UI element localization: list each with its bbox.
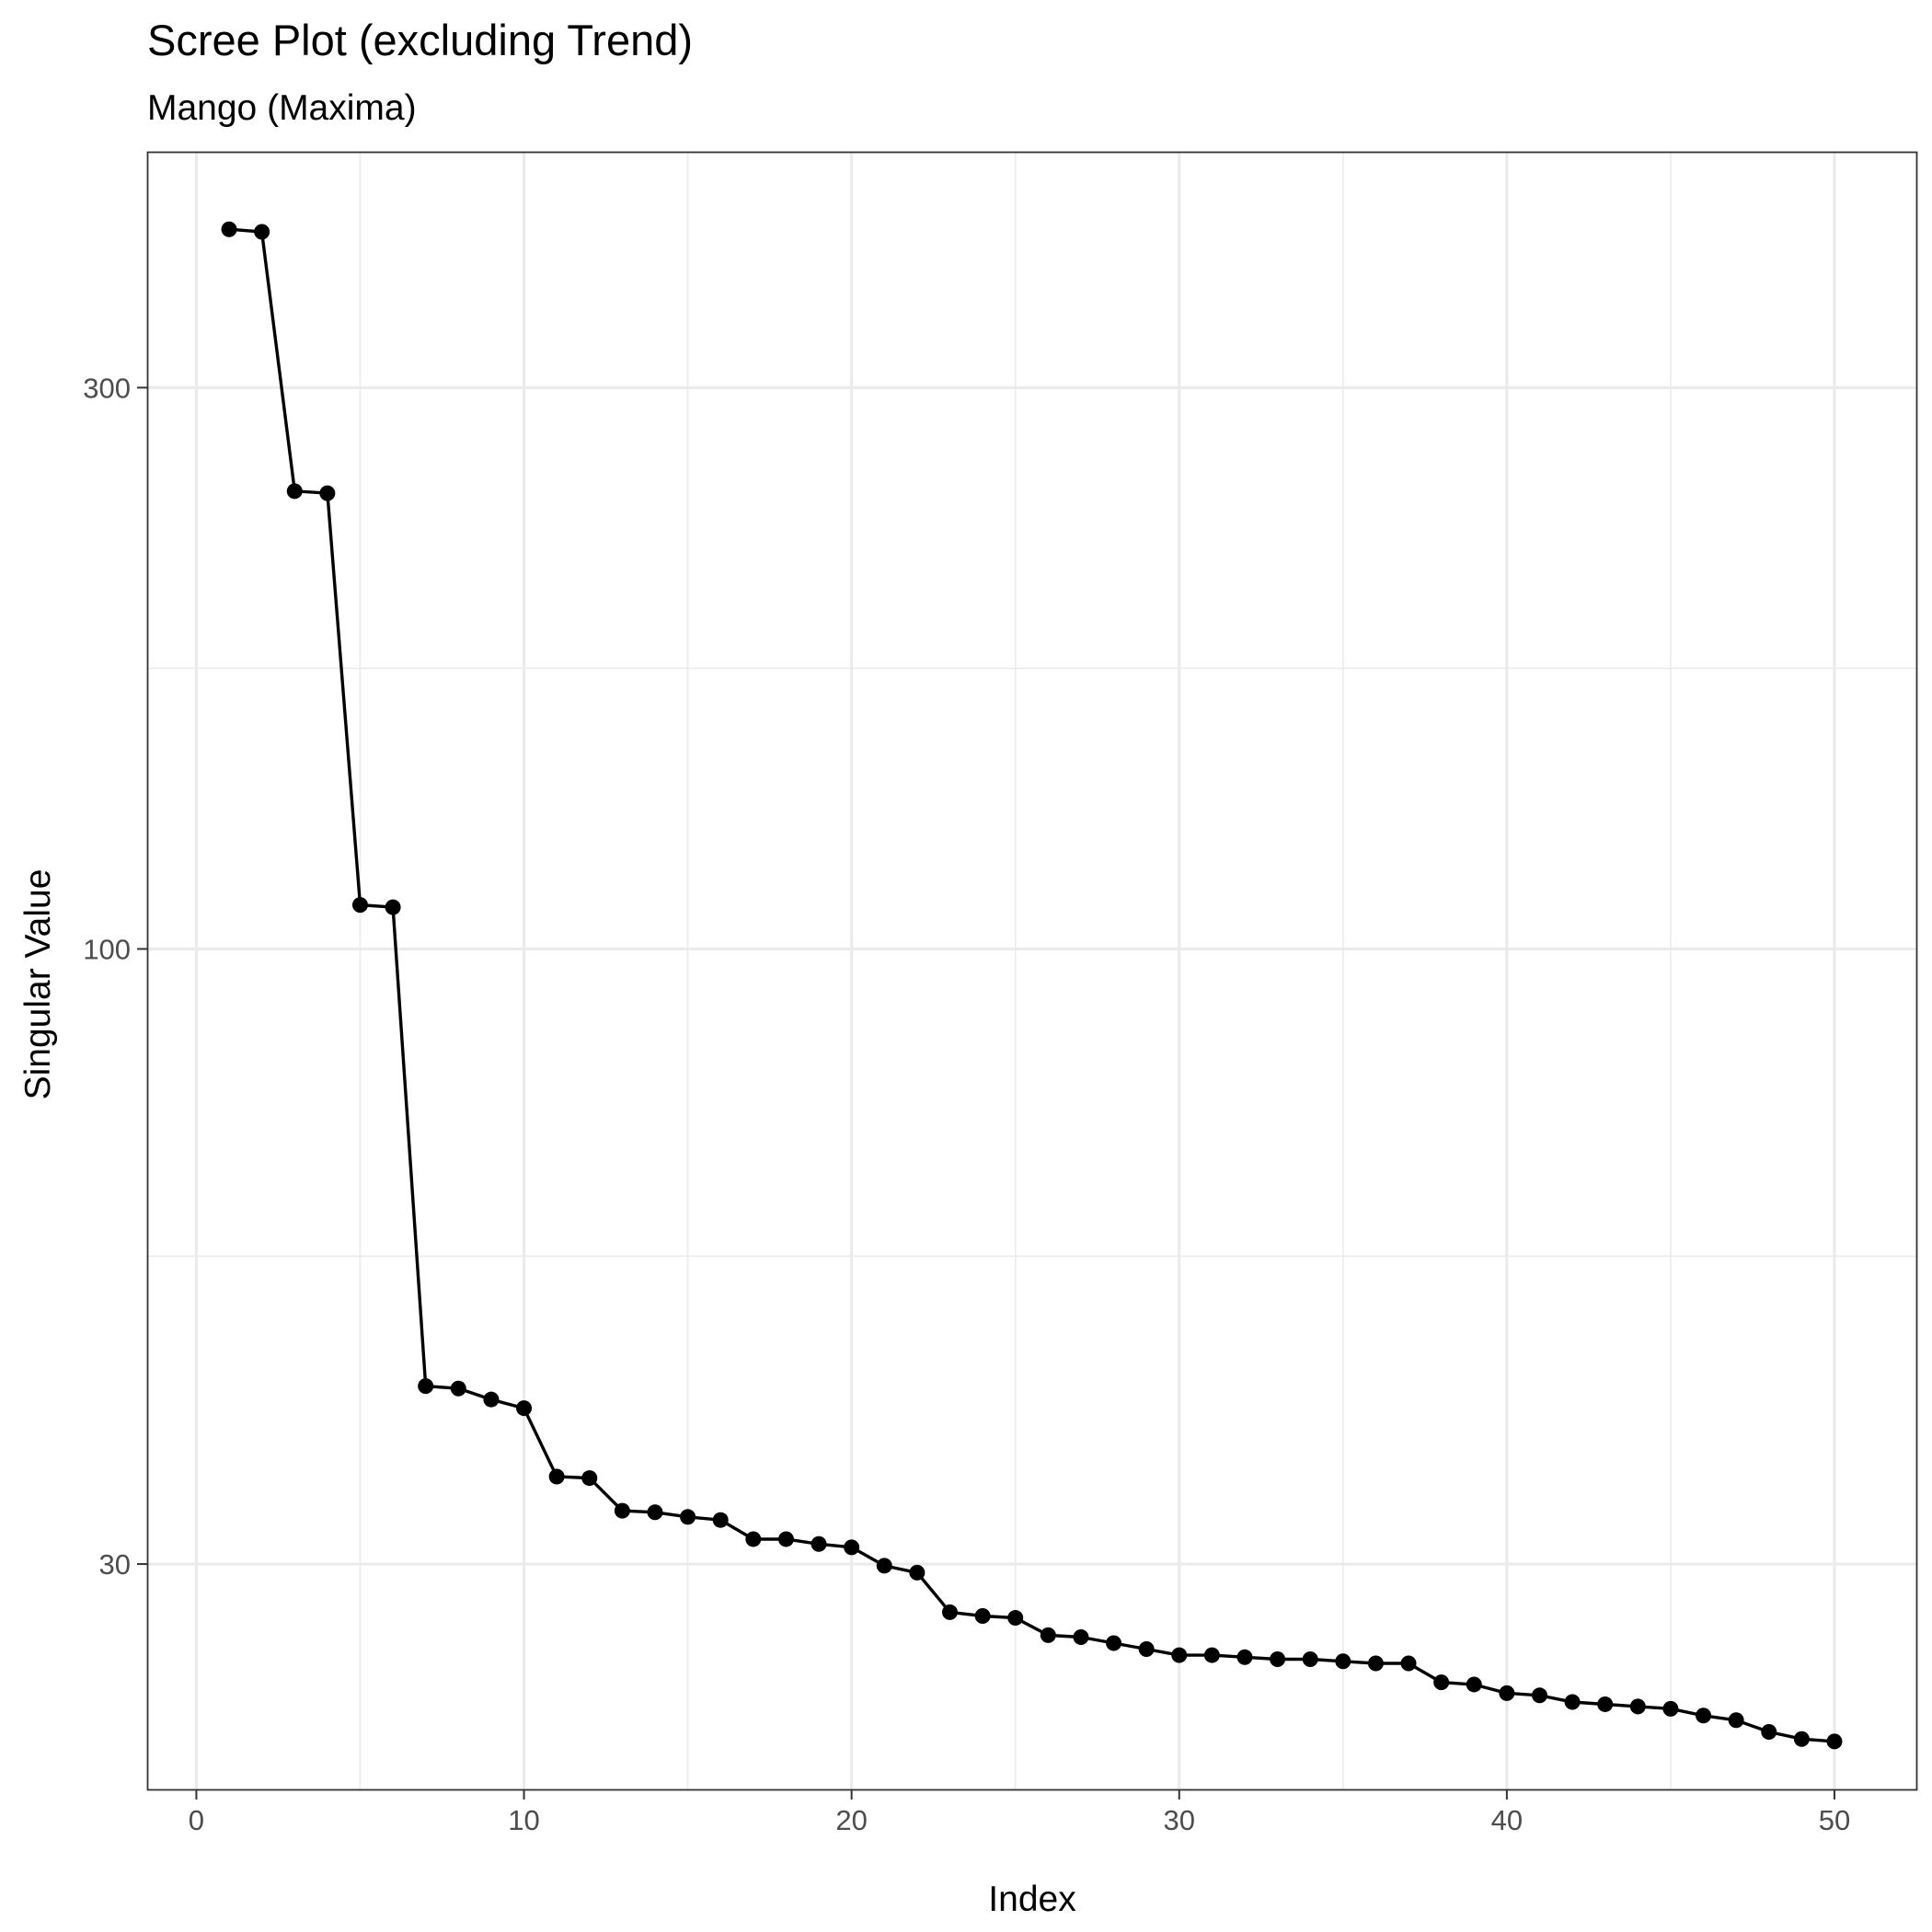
data-point-4: [319, 485, 336, 501]
data-point-22: [909, 1564, 926, 1581]
data-point-19: [811, 1535, 827, 1552]
data-point-23: [941, 1604, 958, 1620]
data-point-36: [1367, 1655, 1384, 1672]
data-point-43: [1597, 1696, 1614, 1712]
data-point-28: [1106, 1635, 1122, 1651]
data-point-40: [1499, 1685, 1515, 1701]
data-point-35: [1335, 1653, 1351, 1670]
x-tick-label-0: 0: [189, 1804, 204, 1836]
data-point-39: [1466, 1676, 1482, 1693]
data-point-3: [286, 483, 303, 500]
data-point-38: [1433, 1674, 1450, 1691]
y-axis-label: Singular Value: [18, 869, 58, 1100]
chart-subtitle: Mango (Maxima): [147, 88, 417, 128]
data-point-8: [450, 1380, 466, 1397]
data-point-2: [254, 224, 270, 240]
chart-title: Scree Plot (excluding Trend): [147, 16, 693, 64]
data-point-30: [1171, 1647, 1188, 1663]
data-point-27: [1073, 1629, 1089, 1646]
data-point-10: [516, 1400, 533, 1417]
data-point-17: [745, 1531, 762, 1547]
data-point-12: [581, 1470, 598, 1487]
data-point-21: [876, 1558, 892, 1574]
x-tick-label-3: 30: [1164, 1804, 1195, 1836]
data-point-48: [1761, 1723, 1777, 1740]
data-point-29: [1138, 1640, 1155, 1657]
panel-border: [146, 151, 1918, 1791]
x-tick-label-4: 40: [1491, 1804, 1523, 1836]
data-point-11: [548, 1468, 565, 1485]
data-point-15: [680, 1509, 696, 1525]
data-point-33: [1270, 1651, 1286, 1668]
data-point-31: [1203, 1647, 1220, 1663]
data-point-9: [483, 1391, 500, 1408]
x-tick-label-5: 50: [1819, 1804, 1850, 1836]
data-point-44: [1629, 1698, 1646, 1715]
data-point-7: [418, 1378, 434, 1395]
data-point-49: [1793, 1731, 1810, 1747]
series-line-0: [228, 227, 1835, 1743]
x-tick-label-2: 20: [835, 1804, 867, 1836]
data-point-18: [777, 1531, 794, 1547]
grid-lines: [147, 152, 1916, 1789]
data-point-25: [1007, 1610, 1024, 1627]
data-point-16: [712, 1512, 729, 1528]
series-layer: [221, 221, 1843, 1750]
data-point-1: [221, 221, 237, 237]
y-tick-label-0: 30: [99, 1548, 131, 1581]
data-point-45: [1662, 1700, 1679, 1717]
data-point-46: [1696, 1708, 1712, 1724]
data-point-42: [1564, 1694, 1581, 1710]
x-tick-label-1: 10: [508, 1804, 539, 1836]
data-point-20: [844, 1539, 860, 1556]
x-axis-label: Index: [988, 1880, 1076, 1919]
data-point-47: [1728, 1712, 1744, 1729]
data-point-13: [614, 1502, 630, 1519]
data-point-5: [351, 897, 368, 914]
y-tick-label-2: 300: [83, 372, 131, 404]
data-point-37: [1400, 1655, 1417, 1672]
data-point-34: [1302, 1651, 1318, 1668]
data-point-26: [1040, 1627, 1056, 1643]
data-point-50: [1826, 1733, 1843, 1750]
data-point-24: [974, 1608, 991, 1625]
axis-ticks: 0 10 20 30 40 50 30 100 300: [83, 372, 1850, 1836]
data-point-6: [385, 899, 401, 915]
data-point-14: [647, 1504, 663, 1521]
y-tick-label-1: 100: [83, 933, 131, 965]
data-point-32: [1236, 1649, 1253, 1665]
data-point-41: [1531, 1687, 1547, 1704]
